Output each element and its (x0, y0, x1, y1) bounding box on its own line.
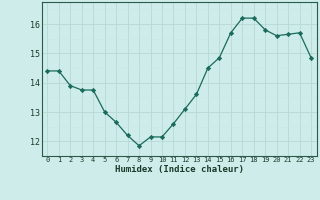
X-axis label: Humidex (Indice chaleur): Humidex (Indice chaleur) (115, 165, 244, 174)
